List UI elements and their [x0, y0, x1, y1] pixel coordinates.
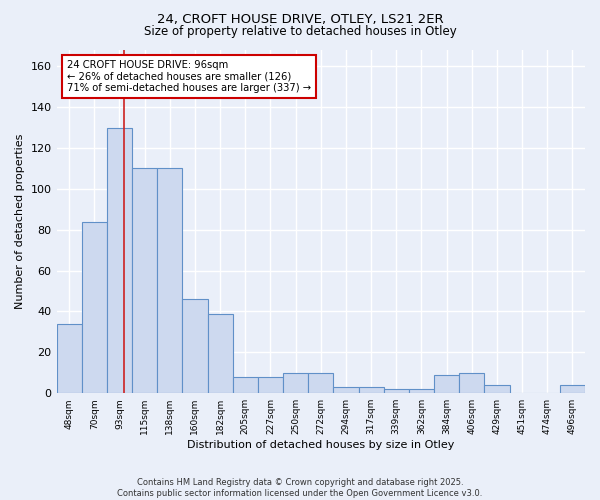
Text: Contains HM Land Registry data © Crown copyright and database right 2025.
Contai: Contains HM Land Registry data © Crown c… [118, 478, 482, 498]
Bar [132, 168, 157, 393]
Bar [560, 385, 585, 393]
Text: 24 CROFT HOUSE DRIVE: 96sqm
← 26% of detached houses are smaller (126)
71% of se: 24 CROFT HOUSE DRIVE: 96sqm ← 26% of det… [67, 60, 311, 94]
Bar [157, 168, 182, 393]
Bar [484, 385, 509, 393]
Bar [258, 377, 283, 393]
Bar [459, 373, 484, 393]
Bar [409, 389, 434, 393]
X-axis label: Distribution of detached houses by size in Otley: Distribution of detached houses by size … [187, 440, 454, 450]
Bar [283, 373, 308, 393]
Bar [308, 373, 334, 393]
Bar [434, 375, 459, 393]
Bar [233, 377, 258, 393]
Bar [107, 128, 132, 393]
Bar [359, 387, 383, 393]
Bar [56, 324, 82, 393]
Bar [334, 387, 359, 393]
Text: 24, CROFT HOUSE DRIVE, OTLEY, LS21 2ER: 24, CROFT HOUSE DRIVE, OTLEY, LS21 2ER [157, 12, 443, 26]
Y-axis label: Number of detached properties: Number of detached properties [15, 134, 25, 310]
Text: Size of property relative to detached houses in Otley: Size of property relative to detached ho… [143, 25, 457, 38]
Bar [383, 389, 409, 393]
Bar [182, 299, 208, 393]
Bar [208, 314, 233, 393]
Bar [82, 222, 107, 393]
